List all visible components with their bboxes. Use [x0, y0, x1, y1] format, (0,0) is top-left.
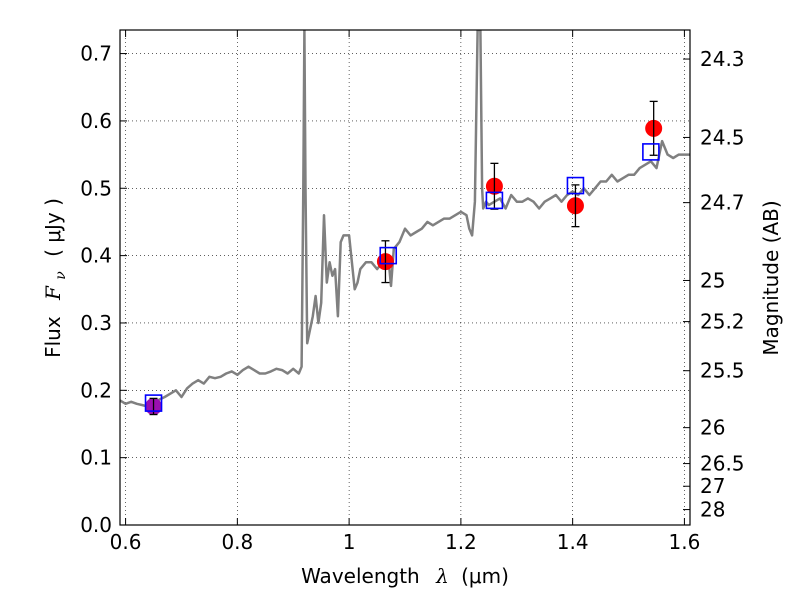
y-tick-label: 0.1	[80, 446, 112, 470]
plot-area	[120, 30, 690, 525]
y2-axis-label: Magnitude (AB)	[759, 200, 783, 355]
y2-tick-label: 27	[700, 474, 725, 498]
model-point	[566, 176, 585, 195]
y2-tick-label: 26.5	[700, 452, 745, 476]
x-axis-label-text: Wavelength	[301, 564, 420, 588]
y-tick-label: 0.5	[80, 176, 112, 200]
x-tick-label: 1.4	[557, 530, 589, 554]
y2-tick-label: 24.7	[700, 191, 745, 215]
template-spectrum	[120, 30, 690, 408]
y-tick-label: 0.7	[80, 42, 112, 66]
y2-tick-label: 25	[700, 268, 725, 292]
y-tick-label: 0.4	[80, 244, 112, 268]
spectrum-line	[120, 30, 690, 408]
y-tick-label: 0.6	[80, 109, 112, 133]
model-point	[379, 246, 398, 265]
y-tick-label: 0.3	[80, 311, 112, 335]
model-point	[642, 143, 660, 161]
y2-tick-label: 25.2	[700, 310, 745, 334]
x-tick-label: 0.8	[221, 530, 253, 554]
y2-tick-label: 28	[700, 498, 725, 522]
x-axis-label-unit: (μm)	[461, 564, 509, 588]
x-tick-label: 1.2	[445, 530, 477, 554]
y-axis-label-text: Flux	[41, 316, 65, 358]
model-point	[485, 191, 504, 210]
axis-ticks: 0.6 0.8 1 1.2 1.4 1.6 0.0 0.1 0.2 0.3 0.4 0.5 0.6 0.7…	[80, 30, 745, 554]
y-axis-label-symbol: F	[41, 285, 65, 301]
plot-frame	[119, 29, 691, 526]
photometry-points	[144, 100, 663, 416]
y-tick-label: 0.2	[80, 378, 112, 402]
x-tick-label: 1.6	[669, 530, 701, 554]
y-axis-label: Flux F ν ( μJy )	[41, 198, 70, 358]
x-axis-label-symbol: λ	[435, 564, 449, 588]
x-tick-label: 0.6	[110, 530, 142, 554]
y-axis-label-subscript: ν	[53, 271, 69, 280]
x-tick-label: 1	[343, 530, 356, 554]
x-axis-label: Wavelength λ (μm)	[301, 564, 509, 588]
y-axis-label-unit: ( μJy )	[41, 198, 65, 257]
y-tick-label: 0.0	[80, 513, 112, 537]
y2-tick-label: 26	[700, 416, 725, 440]
y2-tick-label: 25.5	[700, 359, 745, 383]
model-point	[144, 394, 163, 412]
y2-tick-label: 24.5	[700, 125, 745, 149]
y2-tick-label: 24.3	[700, 47, 745, 71]
